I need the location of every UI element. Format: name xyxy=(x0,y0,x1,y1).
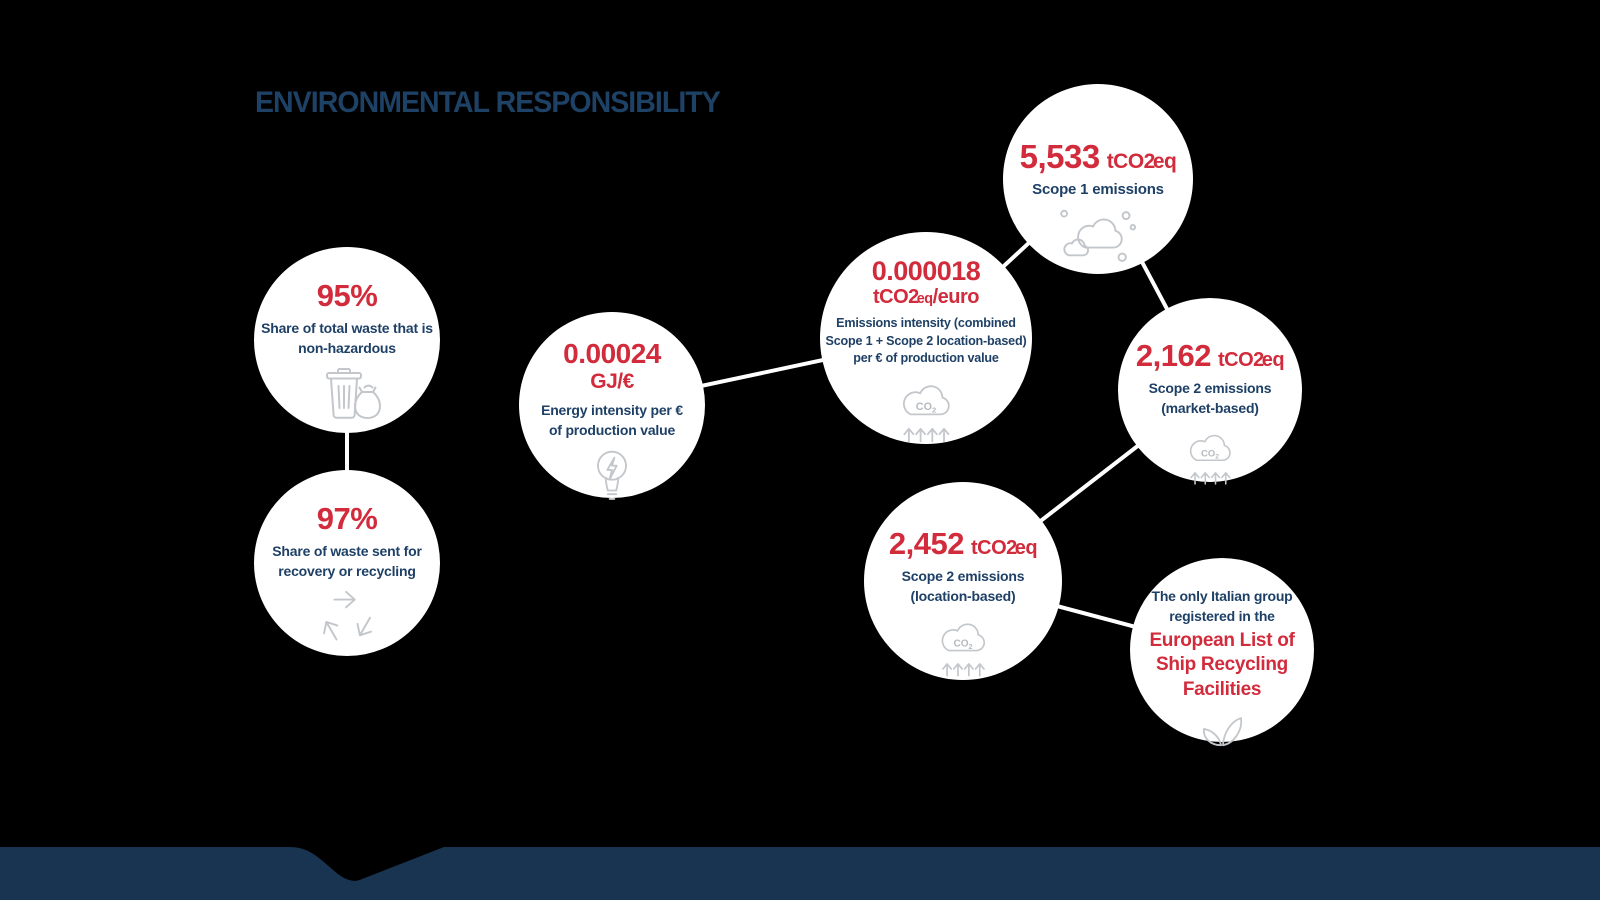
stat-description: Share of total waste that is non-hazardo… xyxy=(261,319,433,356)
bubble-ship-recycling: The only Italian group registered in the… xyxy=(1130,558,1314,746)
bottom-band xyxy=(0,847,1600,900)
bubble-scope1-emissions: 5,533 tCO2eq Scope 1 emissions xyxy=(1003,84,1193,274)
stat-description: Scope 2 emissions (market-based) xyxy=(1148,379,1272,416)
stat-intro: The only Italian group registered in the xyxy=(1151,588,1293,624)
bubble-waste-recovery: 97% Share of waste sent for recovery or … xyxy=(254,470,440,656)
stat-description: Scope 1 emissions xyxy=(1032,180,1164,198)
sprout-icon xyxy=(1198,709,1246,747)
stat-value: 0.00024 xyxy=(563,338,661,369)
svg-text:CO2: CO2 xyxy=(953,638,972,651)
stat-value-row: 2,452 tCO2eq xyxy=(888,526,1038,561)
svg-text:CO2: CO2 xyxy=(916,401,936,415)
bubble-energy-intensity: 0.00024 GJ/€ Energy intensity per € of p… xyxy=(519,312,705,500)
bubble-scope2-market: 2,162 tCO2eq Scope 2 emissions (market-b… xyxy=(1118,298,1302,485)
stat-value-row: 2,162 tCO2eq xyxy=(1135,338,1285,373)
co2-cloud-icon: CO2 xyxy=(1181,424,1239,487)
smoke-clouds-icon xyxy=(1056,204,1140,264)
stat-highlight: European List of Ship Recycling Faciliti… xyxy=(1149,629,1295,701)
co2-cloud-icon: CO2 xyxy=(893,373,959,445)
stat-value-row: 5,533 tCO2eq xyxy=(1019,138,1177,175)
stat-description: Share of waste sent for recovery or recy… xyxy=(272,542,422,579)
stat-description: Energy intensity per € of production val… xyxy=(541,402,683,438)
svg-text:CO2: CO2 xyxy=(1201,448,1219,460)
trash-and-bag-icon xyxy=(310,364,384,422)
lightbulb-icon xyxy=(590,447,634,505)
page-title: ENVIRONMENTAL RESPONSIBILITY xyxy=(255,86,721,119)
stat-value: 97% xyxy=(316,501,378,536)
bubble-emissions-intensity: 0.000018 tCO2eq/euro Emissions intensity… xyxy=(820,232,1032,444)
stat-description: Scope 2 emissions (location-based) xyxy=(901,567,1025,604)
stat-unit: tCO2eq/euro xyxy=(873,286,980,309)
recycle-icon xyxy=(314,587,380,647)
stat-value: 0.000018 xyxy=(871,256,981,286)
stat-description: Emissions intensity (combined Scope 1 + … xyxy=(825,316,1027,366)
co2-cloud-icon: CO2 xyxy=(932,612,994,679)
stat-value: 95% xyxy=(316,278,378,313)
stat-unit: GJ/€ xyxy=(590,370,634,394)
bubble-waste-nonhazardous: 95% Share of total waste that is non-haz… xyxy=(254,247,440,433)
bubble-scope2-location: 2,452 tCO2eq Scope 2 emissions (location… xyxy=(864,482,1062,680)
